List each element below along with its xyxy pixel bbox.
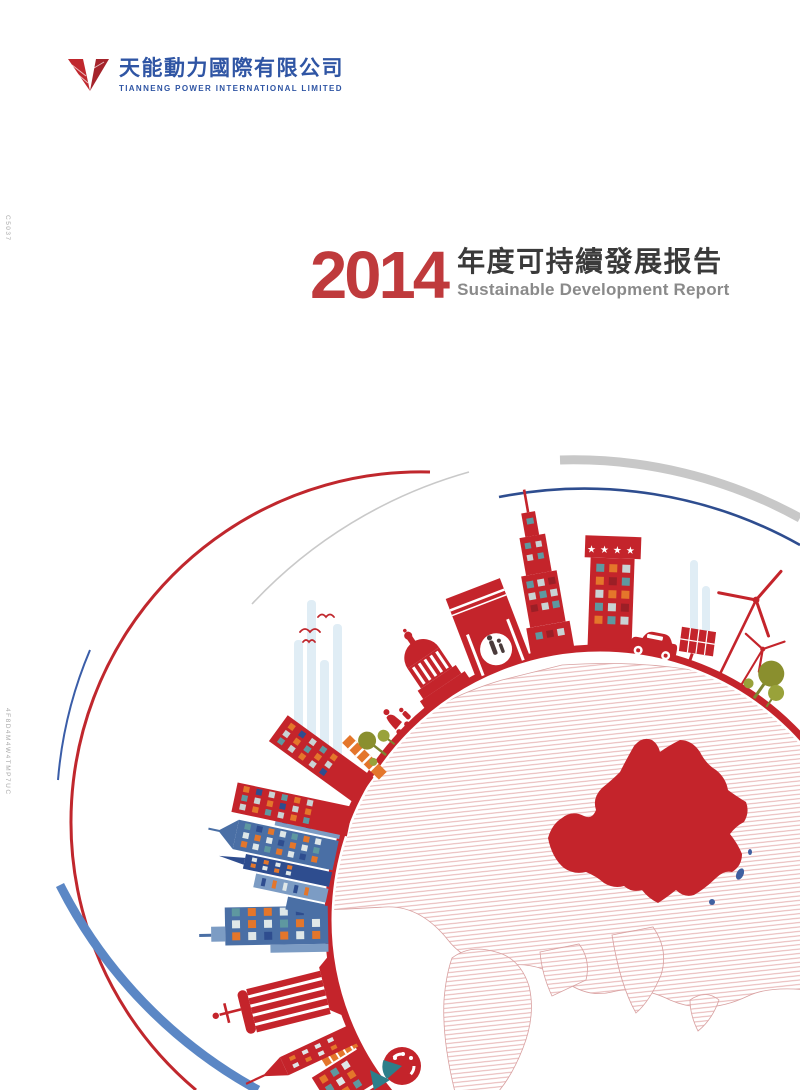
windows xyxy=(288,1037,338,1069)
cover-illustration: ★ ★ ★ ★ xyxy=(55,455,800,1090)
solar-panel-icon xyxy=(678,626,717,666)
ring-navy-short xyxy=(57,649,91,781)
people-figures xyxy=(383,707,411,735)
ring-red xyxy=(69,470,431,1090)
windows xyxy=(260,877,310,896)
ring-gray-thin xyxy=(251,471,470,605)
spine-mark-top: C5037 xyxy=(4,215,11,242)
windows xyxy=(594,563,631,625)
spine-mark-bottom: 4F8D4M4W4TMP7UC xyxy=(4,708,11,796)
tree-icon xyxy=(743,660,785,708)
globe-rim xyxy=(324,644,800,1090)
svg-text:★: ★ xyxy=(626,546,635,557)
china-islands xyxy=(709,849,752,905)
ring-blue-thick xyxy=(55,882,261,1090)
svg-text:★: ★ xyxy=(587,544,596,555)
tianneng-v-icon xyxy=(68,59,109,91)
windows xyxy=(240,823,322,863)
svg-text:★: ★ xyxy=(613,545,622,556)
hot-air-balloon-icon xyxy=(370,1047,421,1090)
building-red-fan-towers xyxy=(231,715,387,837)
building-striped xyxy=(212,955,344,1034)
company-logo-text: 天能動力國際有限公司 TIANNENG POWER INTERNATIONAL … xyxy=(119,56,344,93)
company-logo: 天能動力國際有限公司 TIANNENG POWER INTERNATIONAL … xyxy=(66,56,344,98)
wind-turbine-icon xyxy=(738,632,786,690)
china-map-icon xyxy=(548,738,748,903)
windows xyxy=(524,517,565,640)
globe-continents xyxy=(334,663,800,1090)
car-icon xyxy=(628,631,678,661)
ring-navy xyxy=(498,487,800,547)
people-figures xyxy=(486,635,505,655)
star-row: ★ ★ ★ ★ xyxy=(587,544,635,557)
building-spire-tower xyxy=(245,1024,358,1085)
ring-gray-thick xyxy=(559,455,800,522)
svg-text:★: ★ xyxy=(600,545,609,556)
skyscraper-icon xyxy=(519,489,575,656)
wind-turbine-icon xyxy=(717,569,783,678)
triumphal-arch-icon xyxy=(445,578,531,679)
report-year: 2014 xyxy=(310,238,450,313)
windows xyxy=(239,785,314,825)
capitol-dome-icon xyxy=(403,628,472,712)
star-building-icon: ★ ★ ★ ★ xyxy=(584,535,642,649)
bird-icon xyxy=(299,613,335,644)
report-title-chinese: 年度可持續發展报告 xyxy=(457,246,723,277)
report-title-english: Sustainable Development Report xyxy=(457,279,730,299)
company-name-english: TIANNENG POWER INTERNATIONAL LIMITED xyxy=(119,84,343,94)
company-name-chinese: 天能動力國際有限公司 xyxy=(119,57,344,80)
building-blue-slab xyxy=(199,905,329,953)
windows xyxy=(250,857,293,876)
windows xyxy=(318,1060,363,1090)
report-title: 2014 年度可持續發展报告 Sustainable Development R… xyxy=(310,238,730,313)
windows xyxy=(276,722,338,777)
tree-icon xyxy=(358,729,396,766)
